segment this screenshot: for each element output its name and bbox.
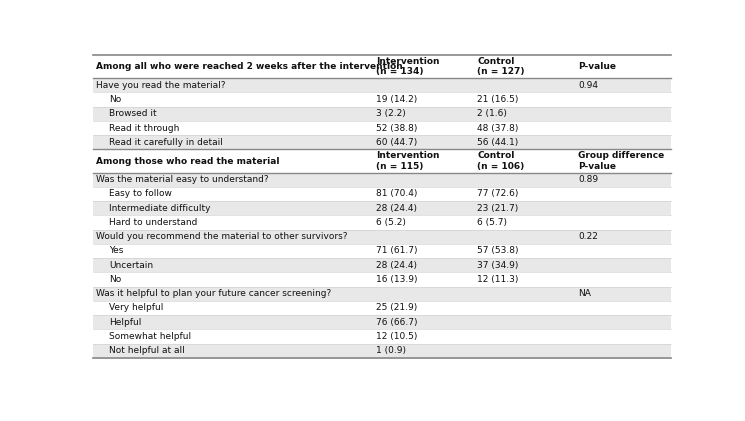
Text: 48 (37.8): 48 (37.8) (477, 124, 519, 133)
Text: Read it through: Read it through (110, 124, 180, 133)
Text: 23 (21.7): 23 (21.7) (477, 204, 519, 213)
Text: Hard to understand: Hard to understand (110, 218, 197, 227)
Text: Intervention
(n = 134): Intervention (n = 134) (376, 57, 440, 76)
Text: Intervention
(n = 115): Intervention (n = 115) (376, 151, 440, 171)
Text: Group difference
P-value: Group difference P-value (578, 151, 665, 171)
Text: Among all who were reached 2 weeks after the intervention: Among all who were reached 2 weeks after… (96, 62, 403, 71)
Bar (93, 55, 670, 78)
Text: 28 (24.4): 28 (24.4) (376, 261, 417, 270)
Text: No: No (110, 275, 121, 284)
Text: Not helpful at all: Not helpful at all (110, 346, 185, 355)
Text: Helpful: Helpful (110, 317, 142, 327)
Text: Control
(n = 106): Control (n = 106) (477, 151, 524, 171)
Bar (93, 107, 670, 121)
Text: Somewhat helpful: Somewhat helpful (110, 332, 191, 341)
Text: 77 (72.6): 77 (72.6) (477, 189, 519, 198)
Bar (93, 187, 670, 201)
Text: 37 (34.9): 37 (34.9) (477, 261, 519, 270)
Bar (93, 244, 670, 258)
Text: 6 (5.7): 6 (5.7) (477, 218, 507, 227)
Text: Browsed it: Browsed it (110, 109, 157, 118)
Text: No: No (110, 95, 121, 104)
Text: 57 (53.8): 57 (53.8) (477, 246, 519, 256)
Text: Have you read the material?: Have you read the material? (96, 81, 226, 90)
Bar (93, 78, 670, 93)
Text: P-value: P-value (578, 62, 616, 71)
Text: 0.22: 0.22 (578, 232, 598, 241)
Bar (93, 173, 670, 187)
Text: Read it carefully in detail: Read it carefully in detail (110, 138, 224, 147)
Text: 25 (21.9): 25 (21.9) (376, 304, 417, 312)
Bar (93, 301, 670, 315)
Bar (93, 287, 670, 301)
Text: 60 (44.7): 60 (44.7) (376, 138, 417, 147)
Text: 71 (61.7): 71 (61.7) (376, 246, 417, 256)
Bar (93, 215, 670, 229)
Bar (93, 201, 670, 215)
Text: Was it helpful to plan your future cancer screening?: Was it helpful to plan your future cance… (96, 289, 332, 298)
Text: 0.89: 0.89 (578, 175, 598, 184)
Text: 81 (70.4): 81 (70.4) (376, 189, 417, 198)
Bar (93, 258, 670, 272)
Text: 3 (2.2): 3 (2.2) (376, 109, 406, 118)
Text: 1 (0.9): 1 (0.9) (376, 346, 406, 355)
Bar (93, 229, 670, 244)
Text: Control
(n = 127): Control (n = 127) (477, 57, 524, 76)
Text: 56 (44.1): 56 (44.1) (477, 138, 519, 147)
Text: 12 (10.5): 12 (10.5) (376, 332, 417, 341)
Text: Would you recommend the material to other survivors?: Would you recommend the material to othe… (96, 232, 347, 241)
Text: 0.94: 0.94 (578, 81, 598, 90)
Text: 76 (66.7): 76 (66.7) (376, 317, 417, 327)
Text: 28 (24.4): 28 (24.4) (376, 204, 417, 213)
Text: 52 (38.8): 52 (38.8) (376, 124, 417, 133)
Bar (93, 149, 670, 173)
Text: Easy to follow: Easy to follow (110, 189, 172, 198)
Text: Intermediate difficulty: Intermediate difficulty (110, 204, 211, 213)
Bar (93, 93, 670, 107)
Text: Uncertain: Uncertain (110, 261, 153, 270)
Text: Among those who read the material: Among those who read the material (96, 157, 279, 165)
Bar (93, 272, 670, 287)
Bar (93, 121, 670, 135)
Text: 16 (13.9): 16 (13.9) (376, 275, 417, 284)
Text: 2 (1.6): 2 (1.6) (477, 109, 507, 118)
Text: Yes: Yes (110, 246, 124, 256)
Text: Very helpful: Very helpful (110, 304, 164, 312)
Text: Was the material easy to understand?: Was the material easy to understand? (96, 175, 269, 184)
Text: 21 (16.5): 21 (16.5) (477, 95, 519, 104)
Text: 12 (11.3): 12 (11.3) (477, 275, 519, 284)
Bar (93, 135, 670, 149)
Bar (93, 315, 670, 329)
Bar (93, 329, 670, 344)
Bar (93, 344, 670, 358)
Text: 19 (14.2): 19 (14.2) (376, 95, 417, 104)
Text: 6 (5.2): 6 (5.2) (376, 218, 406, 227)
Text: NA: NA (578, 289, 591, 298)
